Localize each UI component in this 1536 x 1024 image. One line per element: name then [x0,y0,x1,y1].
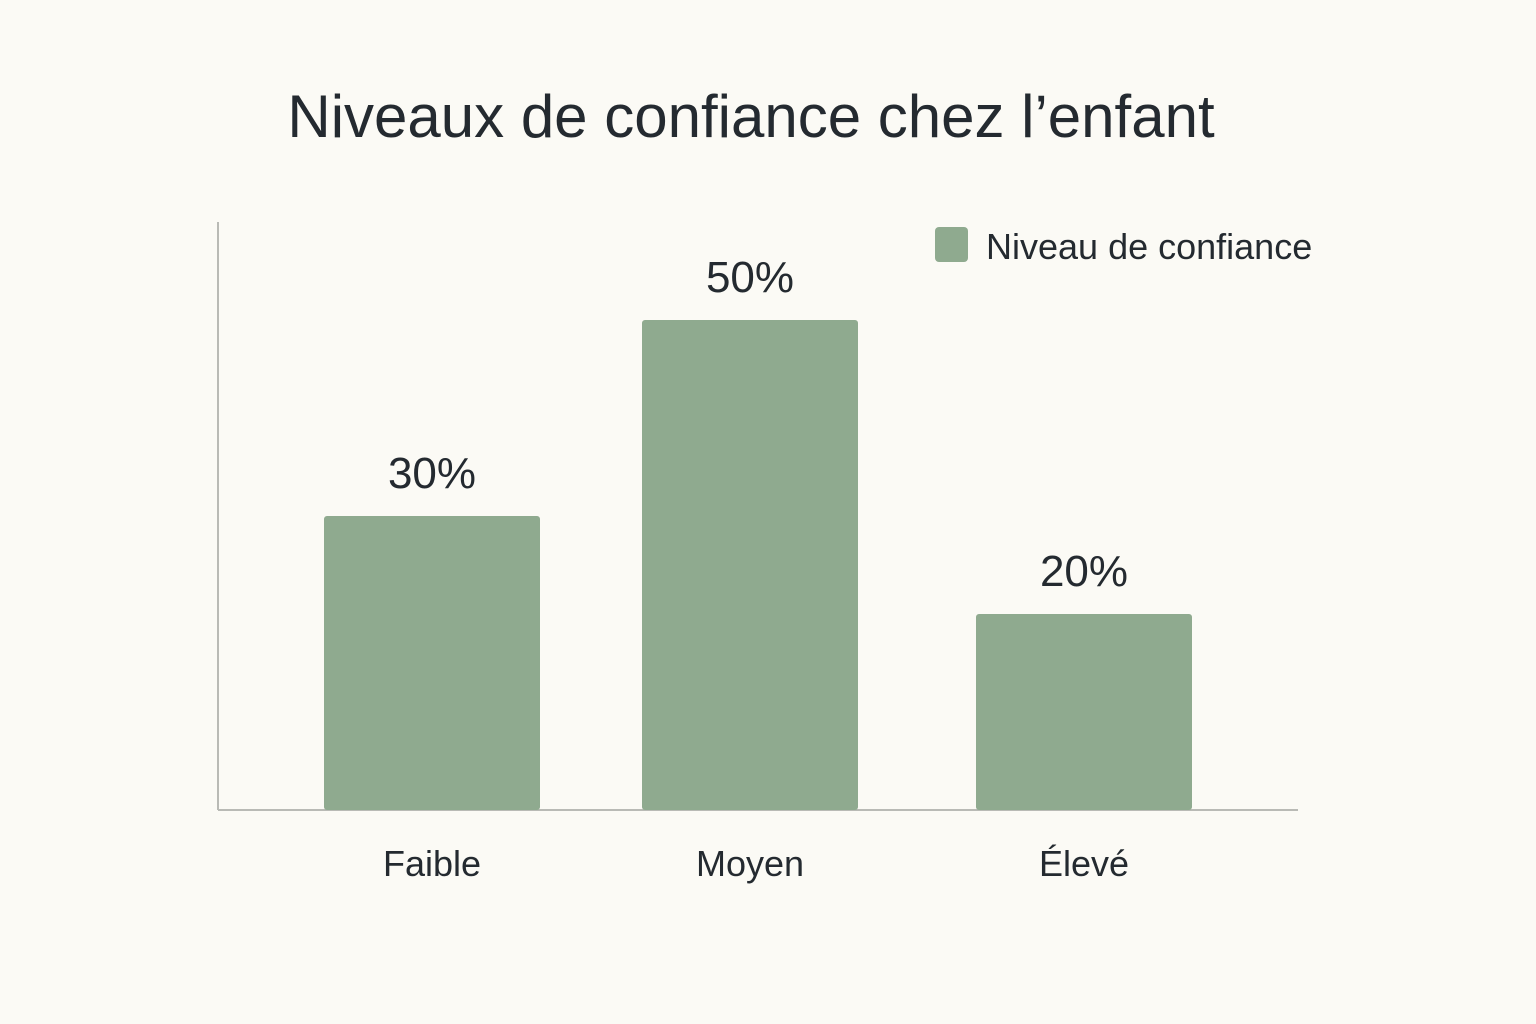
legend-label: Niveau de confiance [986,226,1312,267]
bars-group: 30% Faible 50% Moyen 20% Élevé [324,253,1192,884]
data-label-2: 20% [1040,547,1128,596]
x-tick-label-1: Moyen [696,843,804,884]
legend-swatch [935,227,968,262]
x-tick-label-2: Élevé [1039,843,1129,884]
bar-0 [324,516,540,810]
bar-1 [642,320,858,810]
x-tick-label-0: Faible [383,843,481,884]
legend: Niveau de confiance [935,226,1312,267]
data-label-0: 30% [388,449,476,498]
data-label-1: 50% [706,253,794,302]
chart-title: Niveaux de confiance chez l’enfant [287,83,1215,150]
bar-2 [976,614,1192,810]
